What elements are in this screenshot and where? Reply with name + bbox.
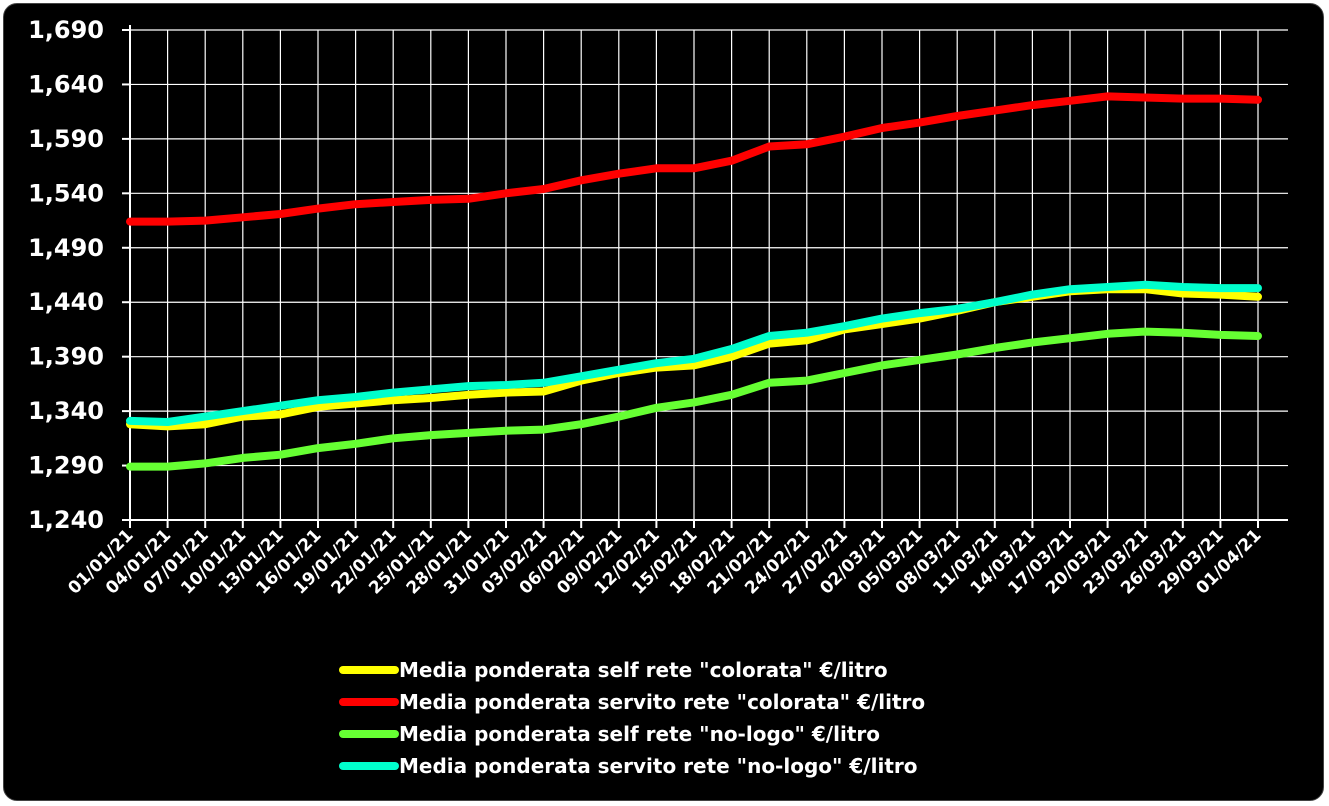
series-lines xyxy=(126,92,1262,471)
y-tick-label: 1,640 xyxy=(28,70,104,98)
x-axis-ticks: 01/01/2104/01/2107/01/2110/01/2113/01/21… xyxy=(64,520,1266,599)
series-line-3 xyxy=(126,280,1262,426)
legend-label: Media ponderata servito rete "colorata" … xyxy=(399,690,925,714)
series-line-1 xyxy=(126,92,1262,226)
y-tick-label: 1,540 xyxy=(28,179,104,207)
legend: Media ponderata self rete "colorata" €/l… xyxy=(339,658,925,778)
grid-lines xyxy=(129,29,1288,521)
y-tick-label: 1,490 xyxy=(28,234,104,262)
y-tick-label: 1,340 xyxy=(28,397,104,425)
y-tick-label: 1,590 xyxy=(28,125,104,153)
legend-label: Media ponderata self rete "no-logo" €/li… xyxy=(399,722,880,746)
series-line-2 xyxy=(126,327,1262,471)
y-tick-label: 1,390 xyxy=(28,343,104,371)
y-axis-ticks: 1,690 1,640 1,590 1,540 1,490 1,440 1,390 1,340… xyxy=(28,16,130,534)
y-tick-label: 1,240 xyxy=(28,506,104,534)
y-tick-label: 1,690 xyxy=(28,16,104,44)
legend-label: Media ponderata self rete "colorata" €/l… xyxy=(399,658,888,682)
y-tick-label: 1,440 xyxy=(28,288,104,316)
y-tick-label: 1,290 xyxy=(28,452,104,480)
axes xyxy=(129,25,1288,521)
chart-frame xyxy=(3,3,1324,801)
legend-label: Media ponderata servito rete "no-logo" €… xyxy=(399,754,918,778)
